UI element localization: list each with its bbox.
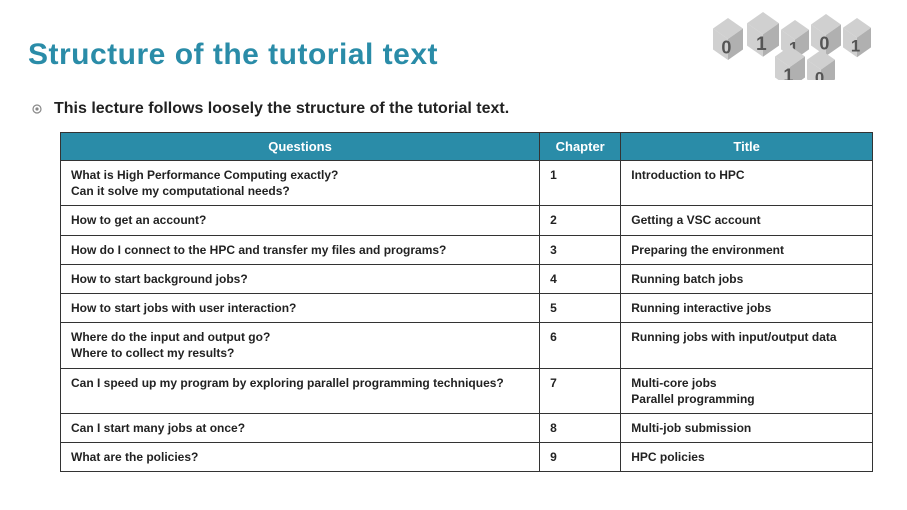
cell-chapter: 9 — [540, 443, 621, 472]
cell-question: Can I speed up my program by exploring p… — [61, 368, 540, 413]
cell-title: Running batch jobs — [621, 264, 873, 293]
table-row: Can I start many jobs at once?8Multi-job… — [61, 413, 873, 442]
table-row: How to start jobs with user interaction?… — [61, 293, 873, 322]
cell-title: Introduction to HPC — [621, 161, 873, 206]
col-header-questions: Questions — [61, 133, 540, 161]
cube-decoration: 0110110 — [707, 10, 887, 80]
svg-text:0: 0 — [721, 38, 731, 58]
bullet-text: This lecture follows loosely the structu… — [54, 100, 509, 118]
cell-chapter: 5 — [540, 293, 621, 322]
cell-title: Multi-job submission — [621, 413, 873, 442]
slide: 0110110 Structure of the tutorial text T… — [0, 0, 907, 510]
bullet-icon — [32, 104, 42, 114]
cell-question: Can I start many jobs at once? — [61, 413, 540, 442]
cell-chapter: 3 — [540, 235, 621, 264]
svg-text:1: 1 — [851, 36, 860, 55]
table-row: Can I speed up my program by exploring p… — [61, 368, 873, 413]
cell-title: Getting a VSC account — [621, 206, 873, 235]
cell-question: How do I connect to the HPC and transfer… — [61, 235, 540, 264]
table-header-row: Questions Chapter Title — [61, 133, 873, 161]
cell-title: Running interactive jobs — [621, 293, 873, 322]
cell-chapter: 6 — [540, 323, 621, 368]
svg-text:1: 1 — [783, 66, 793, 80]
table-row: Where do the input and output go?Where t… — [61, 323, 873, 368]
cell-chapter: 8 — [540, 413, 621, 442]
bullet-item: This lecture follows loosely the structu… — [32, 100, 879, 118]
table-row: How to start background jobs?4Running ba… — [61, 264, 873, 293]
cell-title: Preparing the environment — [621, 235, 873, 264]
cell-question: What are the policies? — [61, 443, 540, 472]
cell-question: What is High Performance Computing exact… — [61, 161, 540, 206]
svg-text:1: 1 — [756, 34, 767, 55]
table-row: How to get an account?2Getting a VSC acc… — [61, 206, 873, 235]
cell-chapter: 1 — [540, 161, 621, 206]
col-header-chapter: Chapter — [540, 133, 621, 161]
cell-chapter: 2 — [540, 206, 621, 235]
cell-question: Where do the input and output go?Where t… — [61, 323, 540, 368]
cell-title: Running jobs with input/output data — [621, 323, 873, 368]
table-row: How do I connect to the HPC and transfer… — [61, 235, 873, 264]
cell-chapter: 4 — [540, 264, 621, 293]
table-row: What is High Performance Computing exact… — [61, 161, 873, 206]
cell-question: How to start jobs with user interaction? — [61, 293, 540, 322]
table-row: What are the policies?9HPC policies — [61, 443, 873, 472]
cell-question: How to start background jobs? — [61, 264, 540, 293]
cell-question: How to get an account? — [61, 206, 540, 235]
cell-title: HPC policies — [621, 443, 873, 472]
cell-chapter: 7 — [540, 368, 621, 413]
chapter-table: Questions Chapter Title What is High Per… — [60, 132, 873, 472]
chapter-table-wrap: Questions Chapter Title What is High Per… — [60, 132, 873, 472]
cubes-svg: 0110110 — [707, 10, 887, 80]
cell-title: Multi-core jobsParallel programming — [621, 368, 873, 413]
svg-text:0: 0 — [815, 68, 824, 80]
col-header-title: Title — [621, 133, 873, 161]
